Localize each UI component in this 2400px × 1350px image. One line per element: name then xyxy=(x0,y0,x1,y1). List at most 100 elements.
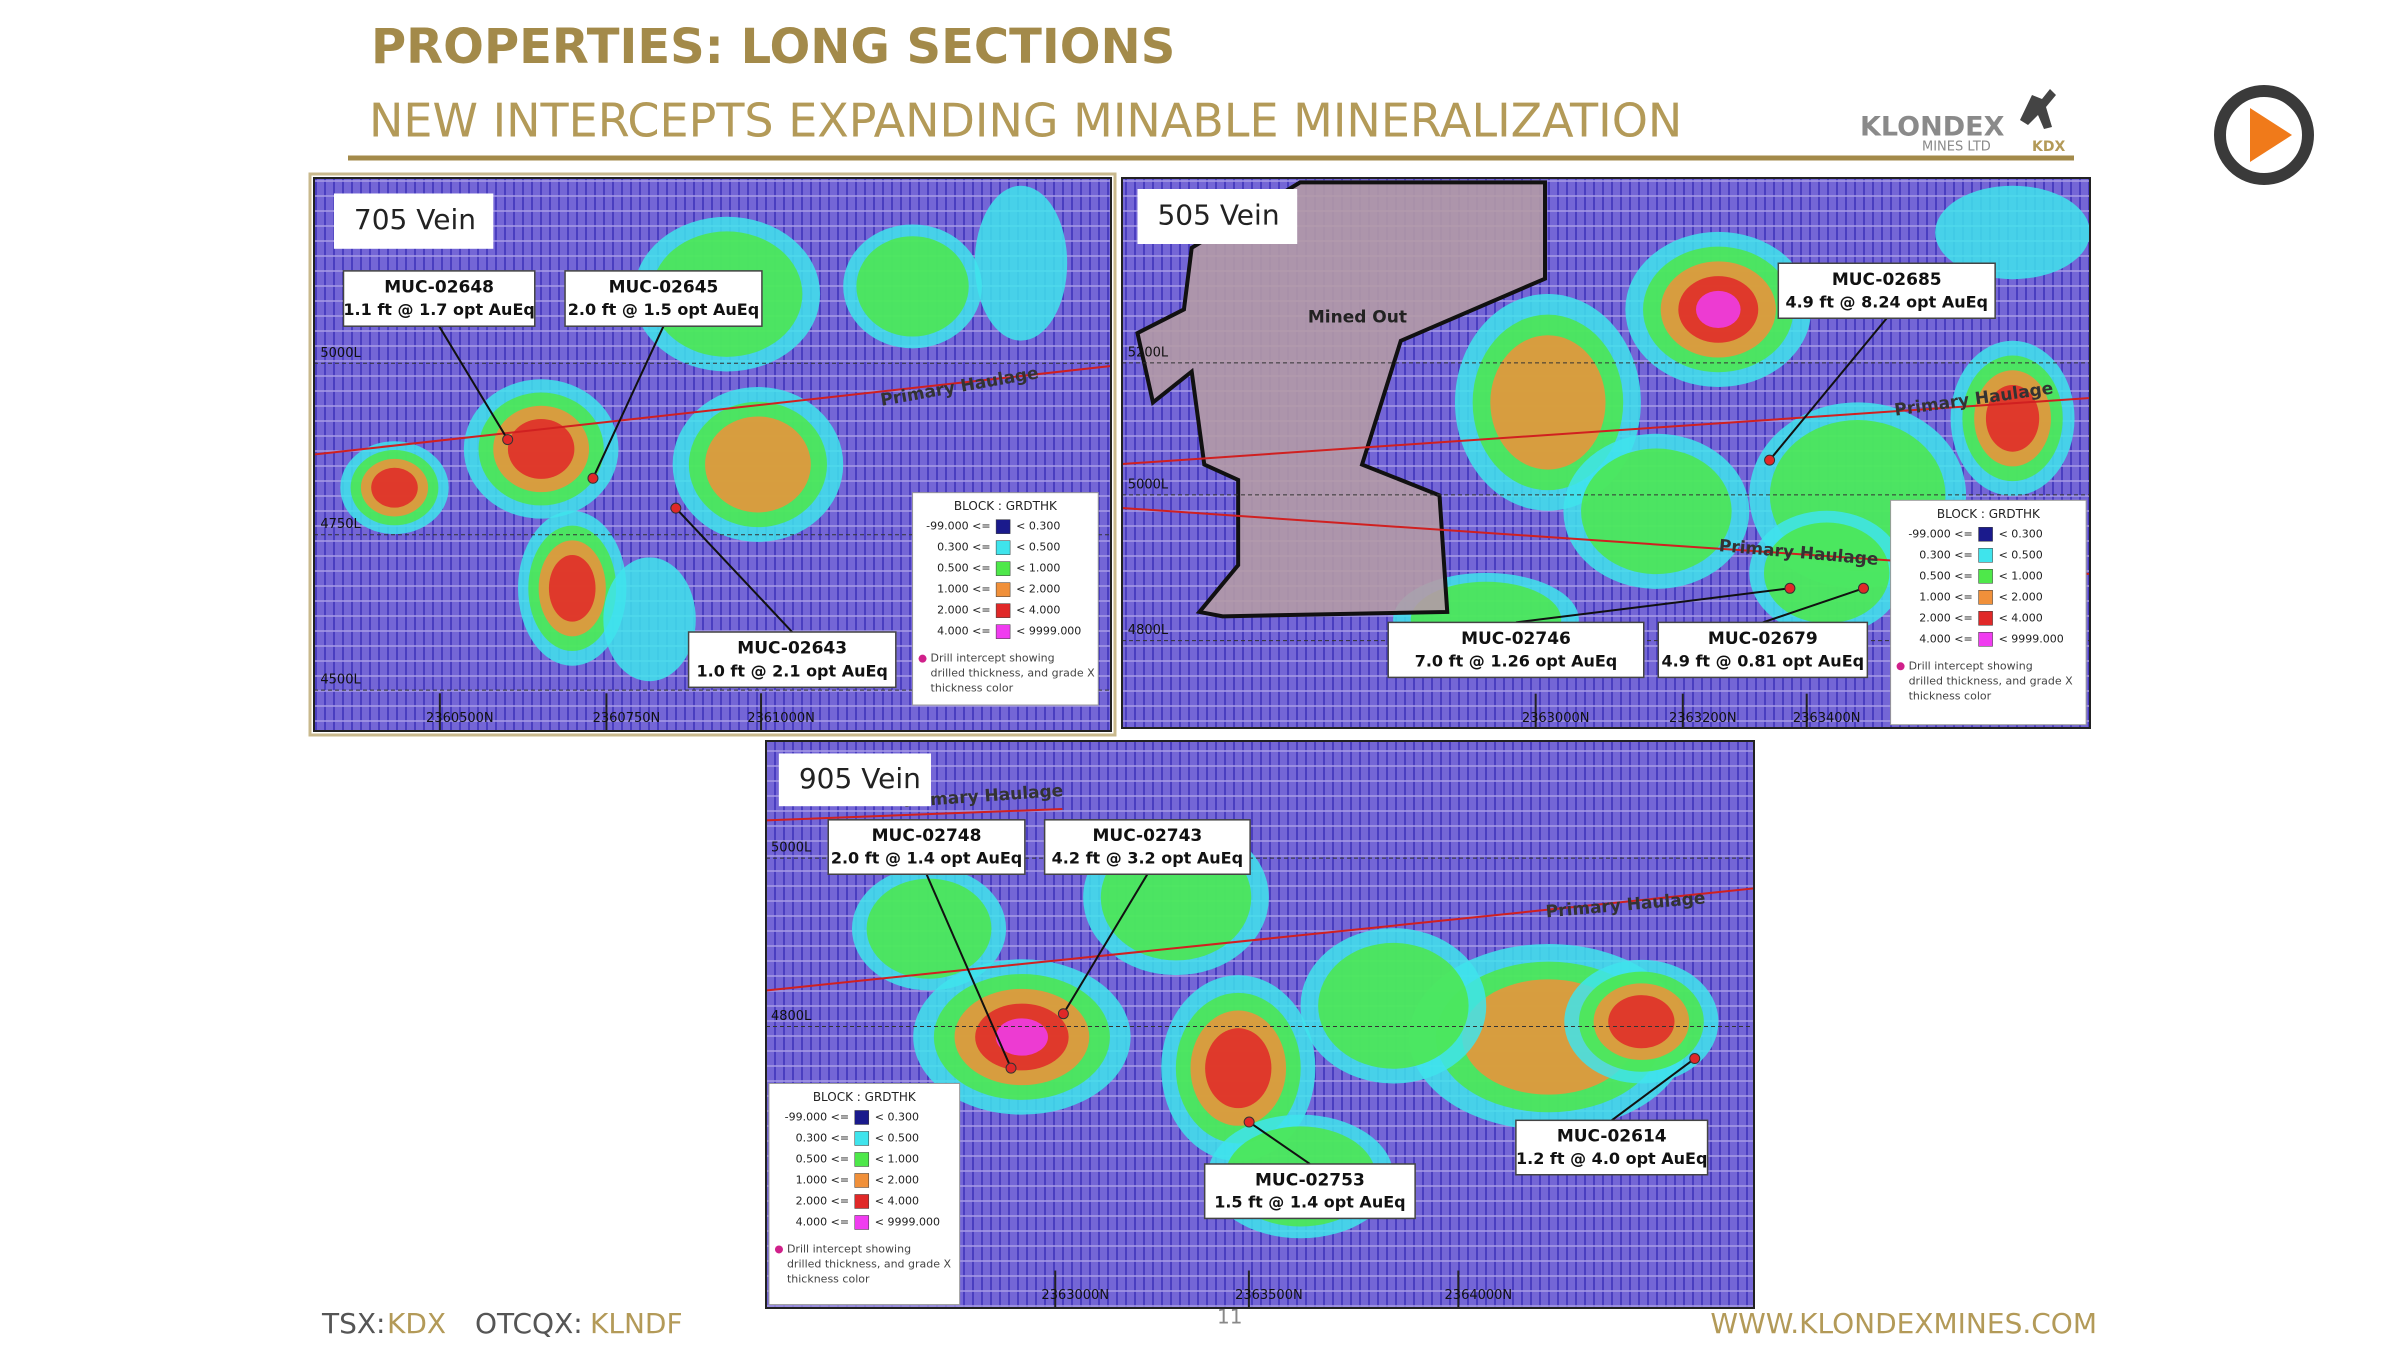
legend-to: < 9999.000 xyxy=(1999,632,2064,645)
callout-box xyxy=(1777,262,1996,319)
grade-zone xyxy=(371,467,418,508)
subtitle: NEW INTERCEPTS EXPANDING MINABLE MINERAL… xyxy=(369,94,1682,148)
leader-line xyxy=(1611,1057,1696,1122)
legend-swatch xyxy=(1978,548,1993,563)
callout-text: 1.0 ft @ 2.1 opt AuEq xyxy=(696,661,887,680)
haulage-line xyxy=(766,887,1754,992)
callout-box xyxy=(1657,621,1869,679)
legend-to: < 1.000 xyxy=(1016,562,1060,575)
drill-intercept xyxy=(670,502,682,514)
legend-note: Drill intercept showing xyxy=(931,652,1055,665)
callout-id: MUC-02743 xyxy=(1092,826,1202,846)
callout-id: MUC-02746 xyxy=(1461,629,1571,649)
legend-to: < 0.500 xyxy=(1016,541,1060,554)
level-label: 4500L xyxy=(320,673,361,688)
legend-to: < 0.300 xyxy=(1016,520,1060,533)
legend-to: < 4.000 xyxy=(1016,604,1060,617)
legend-from: 4.000 <= xyxy=(1919,632,1972,645)
drill-intercept xyxy=(502,434,514,446)
grade-zone xyxy=(507,419,575,479)
legend-from: 1.000 <= xyxy=(1919,590,1972,603)
northing-label: 2363000N xyxy=(1041,1288,1109,1303)
legend-swatch xyxy=(995,519,1011,534)
logo-sub: MINES LTD xyxy=(1922,140,1991,155)
grade-zone xyxy=(1318,942,1469,1069)
callout-id: MUC-02753 xyxy=(1255,1170,1365,1190)
panel-border xyxy=(765,740,1755,1309)
callout-text: 7.0 ft @ 1.26 opt AuEq xyxy=(1415,652,1618,671)
legend-from: 0.300 <= xyxy=(1919,548,1972,561)
legend-to: < 4.000 xyxy=(875,1194,919,1207)
legend-from: 2.000 <= xyxy=(937,604,990,617)
callout-text: 4.9 ft @ 0.81 opt AuEq xyxy=(1662,652,1865,671)
callout-text: 1.5 ft @ 1.4 opt AuEq xyxy=(1214,1193,1405,1212)
callout-id: MUC-02643 xyxy=(737,639,847,659)
legend-swatch xyxy=(1978,611,1993,626)
legend-to: < 2.000 xyxy=(875,1173,919,1186)
mined-out-area xyxy=(1135,180,1548,619)
legend-from: 1.000 <= xyxy=(937,583,990,596)
logo-figure xyxy=(2020,89,2056,129)
legend-from: 2.000 <= xyxy=(796,1194,849,1207)
grade-zone xyxy=(603,557,696,682)
drill-intercept xyxy=(1784,582,1796,594)
callout-box xyxy=(1203,1163,1416,1220)
logo-ticker: KDX xyxy=(2032,139,2065,155)
leader-line xyxy=(675,507,793,633)
northing-label: 2363500N xyxy=(1235,1288,1303,1303)
callout-text: 1.1 ft @ 1.7 opt AuEq xyxy=(343,300,534,319)
legend-from: 4.000 <= xyxy=(937,625,990,638)
legend-from: -99.000 <= xyxy=(785,1110,849,1123)
panel-border xyxy=(1121,177,2091,729)
play-button[interactable] xyxy=(2214,85,2314,185)
leader-line xyxy=(1762,587,1864,624)
northing-label: 2363400N xyxy=(1793,711,1861,726)
grade-zone xyxy=(1935,185,2090,280)
legend-note: thickness color xyxy=(787,1272,870,1285)
drill-intercept xyxy=(1243,1116,1255,1128)
callout-text: 1.2 ft @ 4.0 opt AuEq xyxy=(1516,1149,1707,1168)
legend-to: < 1.000 xyxy=(1999,569,2043,582)
legend-title: BLOCK : GRDTHK xyxy=(954,499,1058,513)
level-label: 5000L xyxy=(320,346,361,361)
footer-otc: KLNDF xyxy=(590,1307,683,1340)
legend-note: Drill intercept showing xyxy=(787,1242,911,1255)
legend-dot xyxy=(1896,662,1905,671)
grade-zone xyxy=(1763,522,1890,624)
legend-note: drilled thickness, and grade X xyxy=(931,667,1096,680)
haulage-line xyxy=(1122,397,2090,465)
legend-swatch xyxy=(854,1215,870,1230)
grade-zone xyxy=(1581,448,1732,575)
grade-zone xyxy=(1608,995,1675,1049)
legend-to: < 1.000 xyxy=(875,1152,919,1165)
footer-otc-label: OTCQX: xyxy=(475,1307,583,1340)
drill-intercept xyxy=(1689,1053,1701,1065)
legend-swatch xyxy=(1978,569,1993,584)
callout-id: MUC-02685 xyxy=(1832,270,1942,290)
legend-title: BLOCK : GRDTHK xyxy=(1937,507,2041,521)
footer-tsx-label: TSX: xyxy=(321,1307,386,1340)
legend-swatch xyxy=(1978,590,1993,605)
legend-swatch xyxy=(995,582,1011,597)
level-label: 5200L xyxy=(1128,345,1169,360)
callout-text: 4.9 ft @ 8.24 opt AuEq xyxy=(1785,292,1988,311)
legend-from: 0.300 <= xyxy=(796,1131,849,1144)
callout-box xyxy=(827,819,1026,875)
grade-zone xyxy=(856,236,969,337)
legend-dot xyxy=(918,654,927,663)
callout-text: 2.0 ft @ 1.4 opt AuEq xyxy=(831,849,1022,868)
leader-line xyxy=(438,325,509,441)
legend-to: < 9999.000 xyxy=(1016,625,1081,638)
grade-zone xyxy=(705,416,811,513)
legend-swatch xyxy=(995,624,1011,639)
legend-swatch xyxy=(995,561,1011,576)
grade-zone xyxy=(974,185,1068,341)
leader-line xyxy=(925,873,1012,1069)
callout-text: 2.0 ft @ 1.5 opt AuEq xyxy=(568,300,759,319)
legend-from: 0.500 <= xyxy=(796,1152,849,1165)
drill-intercept xyxy=(1857,582,1869,594)
northing-label: 2364000N xyxy=(1445,1288,1513,1303)
